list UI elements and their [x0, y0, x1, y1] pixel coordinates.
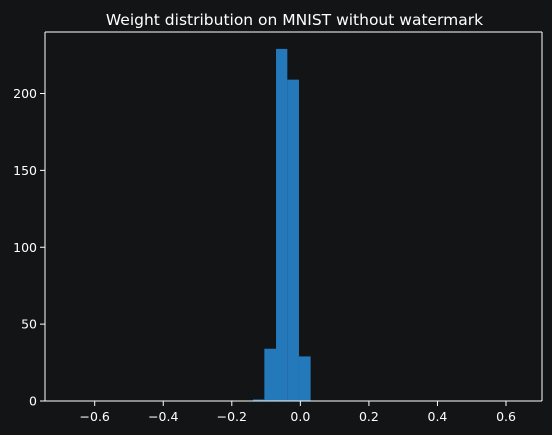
y-tick-label: 50	[21, 317, 37, 332]
y-tick-label: 0	[29, 394, 37, 409]
x-tick-label: 0.2	[359, 409, 379, 424]
x-tick-label: −0.4	[148, 409, 178, 424]
bars-group	[253, 48, 311, 401]
histogram-bar	[298, 356, 311, 401]
x-ticks-group: −0.6 −0.4 −0.2 0.0 0.2 0.4 0.6	[80, 401, 516, 424]
y-tick-label: 200	[13, 86, 37, 101]
x-tick-label: 0.4	[428, 409, 448, 424]
histogram-bar	[253, 399, 265, 401]
x-tick-label: 0.0	[290, 409, 310, 424]
histogram-bar	[276, 48, 288, 401]
y-tick-label: 150	[13, 163, 37, 178]
histogram-bar	[287, 79, 299, 401]
x-tick-label: −0.2	[217, 409, 247, 424]
x-tick-label: 0.6	[496, 409, 516, 424]
chart-title: Weight distribution on MNIST without wat…	[106, 11, 483, 29]
histogram-bar	[264, 348, 277, 401]
y-ticks-group: 0 50 100 150 200	[13, 86, 45, 409]
x-tick-label: −0.6	[80, 409, 110, 424]
y-tick-label: 100	[13, 240, 37, 255]
